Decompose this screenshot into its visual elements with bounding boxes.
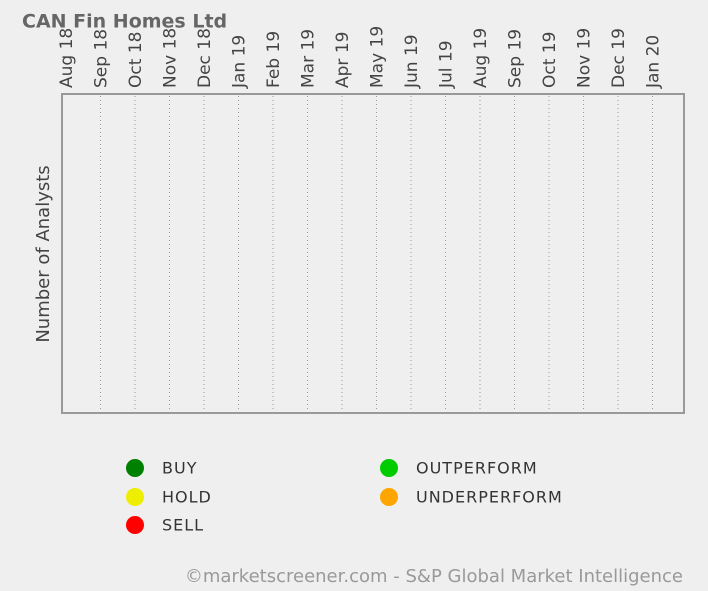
legend-label: OUTPERFORM <box>416 459 538 478</box>
plot-area <box>61 93 685 414</box>
legend-label: BUY <box>162 459 197 478</box>
x-tick-label: Sep 18 <box>92 29 112 88</box>
x-tick-label: Dec 19 <box>609 28 629 88</box>
legend-marker <box>126 488 144 506</box>
x-tick-label: Aug 19 <box>471 28 491 88</box>
x-tick-label: Apr 19 <box>333 32 353 88</box>
x-tick-label: Jan 19 <box>230 35 250 89</box>
x-tick-label: Dec 18 <box>195 28 215 88</box>
legend-label: HOLD <box>162 488 212 507</box>
x-tick-label: Jun 19 <box>402 34 422 89</box>
chart-title: CAN Fin Homes Ltd <box>22 11 227 33</box>
x-tick-label: Feb 19 <box>264 31 284 88</box>
legend-marker <box>126 516 144 534</box>
x-tick-label: Sep 19 <box>506 29 526 88</box>
x-tick-label: Oct 18 <box>126 32 146 88</box>
x-tick-label: Nov 18 <box>161 28 181 88</box>
x-tick-label: Jul 19 <box>437 40 457 89</box>
x-tick-label: Nov 19 <box>575 28 595 88</box>
y-axis-label: Number of Analysts <box>33 165 54 342</box>
legend-label: UNDERPERFORM <box>416 488 563 507</box>
footer: ©marketscreener.com - S&P Global Market … <box>185 566 683 587</box>
legend-marker <box>380 488 398 506</box>
legend-label: SELL <box>162 516 204 535</box>
x-tick-label: Aug 18 <box>57 28 77 88</box>
x-tick-label: Mar 19 <box>299 29 319 88</box>
x-tick-label: Jan 20 <box>644 35 664 89</box>
x-tick-label: May 19 <box>368 26 388 88</box>
legend-marker <box>380 459 398 477</box>
x-tick-label: Oct 19 <box>540 32 560 88</box>
legend-marker <box>126 459 144 477</box>
